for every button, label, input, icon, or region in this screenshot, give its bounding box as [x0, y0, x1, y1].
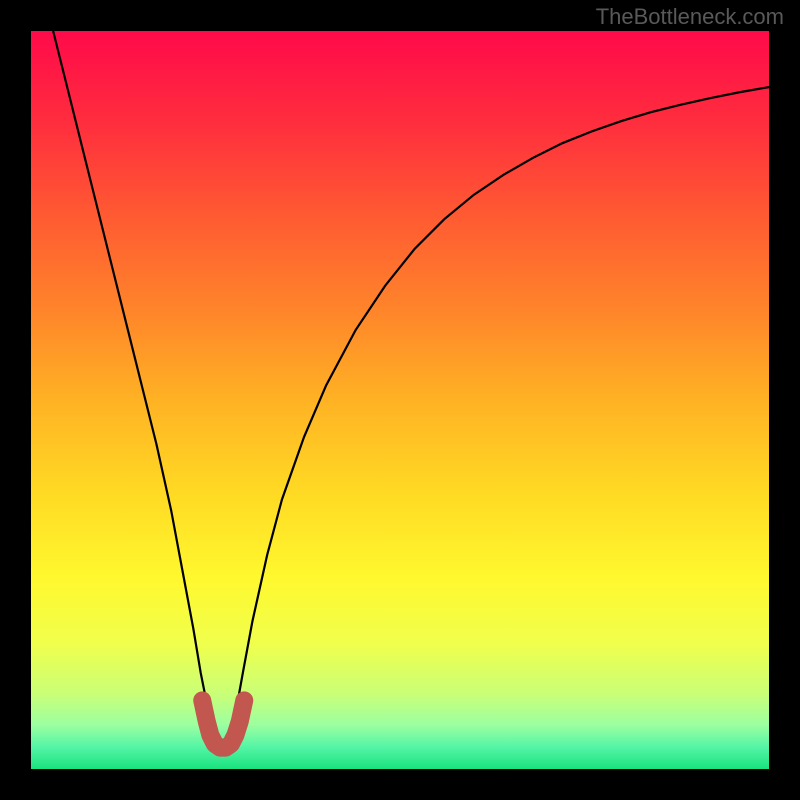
gradient-background [31, 31, 769, 769]
plot-area [31, 31, 769, 769]
watermark-text: TheBottleneck.com [596, 4, 784, 30]
